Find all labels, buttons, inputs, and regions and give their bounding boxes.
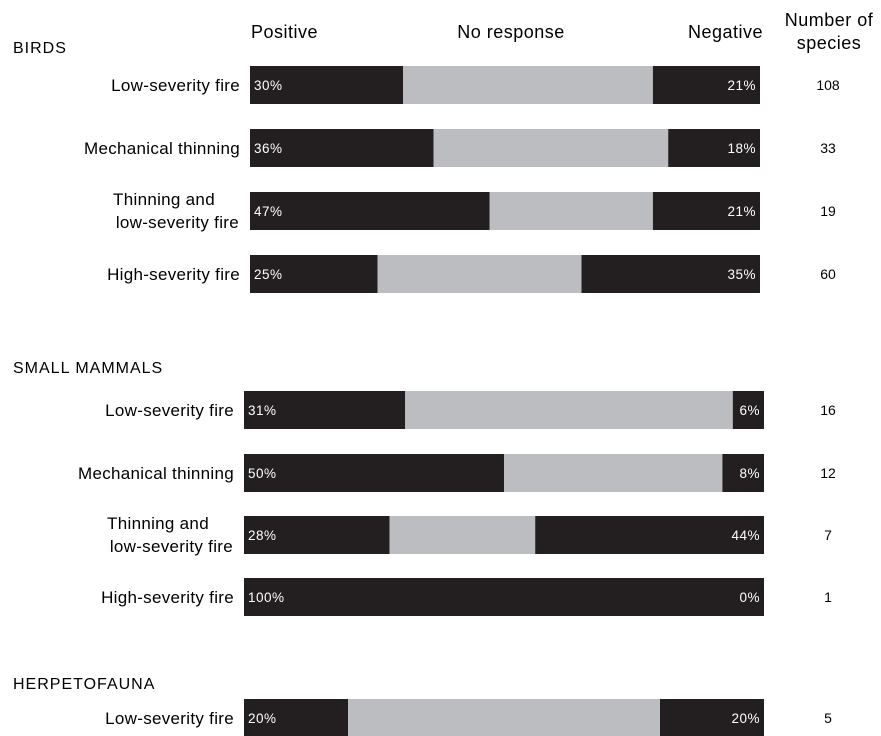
label-negative: 8% <box>739 466 760 481</box>
header-count-line2: species <box>797 33 862 53</box>
label-positive: 36% <box>254 141 283 156</box>
category-label: High-severity fire <box>101 588 234 607</box>
bar-no-response <box>389 516 536 554</box>
species-count: 33 <box>820 140 836 156</box>
bar-positive <box>244 578 764 616</box>
species-count: 19 <box>820 203 836 219</box>
bar-negative <box>581 255 760 293</box>
bar-negative <box>660 699 764 736</box>
bar-no-response <box>504 454 723 492</box>
bar-no-response <box>405 391 733 429</box>
label-positive: 50% <box>248 466 277 481</box>
bar-negative <box>652 66 760 104</box>
label-positive: 100% <box>248 590 285 605</box>
bar-negative <box>732 391 764 429</box>
label-positive: 20% <box>248 711 277 726</box>
species-count: 1 <box>824 589 832 605</box>
label-positive: 25% <box>254 267 283 282</box>
bar-positive <box>250 66 403 104</box>
label-negative: 21% <box>727 78 756 93</box>
bar-positive <box>250 192 490 230</box>
label-positive: 28% <box>248 528 277 543</box>
bar-negative <box>535 516 764 554</box>
species-count: 12 <box>820 465 836 481</box>
label-positive: 47% <box>254 204 283 219</box>
label-negative: 44% <box>731 528 760 543</box>
bar-no-response <box>348 699 660 736</box>
bar-negative <box>652 192 760 230</box>
bar-positive <box>244 454 504 492</box>
group-title: BIRDS <box>13 40 67 57</box>
bar-no-response <box>403 66 653 104</box>
species-count: 108 <box>816 77 840 93</box>
header-negative: Negative <box>688 22 763 42</box>
header-positive: Positive <box>251 22 318 42</box>
bar-positive <box>244 699 348 736</box>
category-label-line1: Thinning and <box>113 190 215 209</box>
bar-no-response <box>489 192 653 230</box>
category-label-line2: low-severity fire <box>110 537 233 556</box>
species-count: 7 <box>824 527 832 543</box>
label-negative: 6% <box>739 403 760 418</box>
group-herpetofauna: HERPETOFAUNA Low-severity fire 20% 20% 5 <box>13 676 832 736</box>
label-positive: 31% <box>248 403 277 418</box>
group-small-mammals: SMALL MAMMALS Low-severity fire 31% 6% 16 Mec… <box>13 360 836 616</box>
label-negative: 35% <box>727 267 756 282</box>
category-label-line2: low-severity fire <box>116 213 239 232</box>
group-title: SMALL MAMMALS <box>13 360 163 377</box>
species-count: 5 <box>824 710 832 726</box>
bar-positive <box>250 129 434 167</box>
header-no-response: No response <box>457 22 565 42</box>
category-label-line1: Thinning and <box>107 514 209 533</box>
group-title: HERPETOFAUNA <box>13 676 155 693</box>
bar-positive <box>244 391 406 429</box>
label-negative: 20% <box>731 711 760 726</box>
bar-negative <box>668 129 760 167</box>
header-count-line1: Number of <box>785 10 874 30</box>
category-label: Mechanical thinning <box>78 464 234 483</box>
bar-negative <box>722 454 764 492</box>
category-label: Mechanical thinning <box>84 139 240 158</box>
label-negative: 21% <box>727 204 756 219</box>
category-label: Low-severity fire <box>111 76 240 95</box>
bar-no-response <box>377 255 582 293</box>
species-count: 16 <box>820 402 836 418</box>
bar-positive <box>250 255 378 293</box>
species-count: 60 <box>820 266 836 282</box>
category-label: High-severity fire <box>107 265 240 284</box>
label-positive: 30% <box>254 78 283 93</box>
label-negative: 0% <box>739 590 760 605</box>
category-label: Low-severity fire <box>105 709 234 728</box>
bar-no-response <box>433 129 669 167</box>
category-label: Low-severity fire <box>105 401 234 420</box>
group-birds: BIRDS Low-severity fire 30% 21% 108 Mechanica… <box>13 40 840 293</box>
label-negative: 18% <box>727 141 756 156</box>
bar-positive <box>244 516 390 554</box>
